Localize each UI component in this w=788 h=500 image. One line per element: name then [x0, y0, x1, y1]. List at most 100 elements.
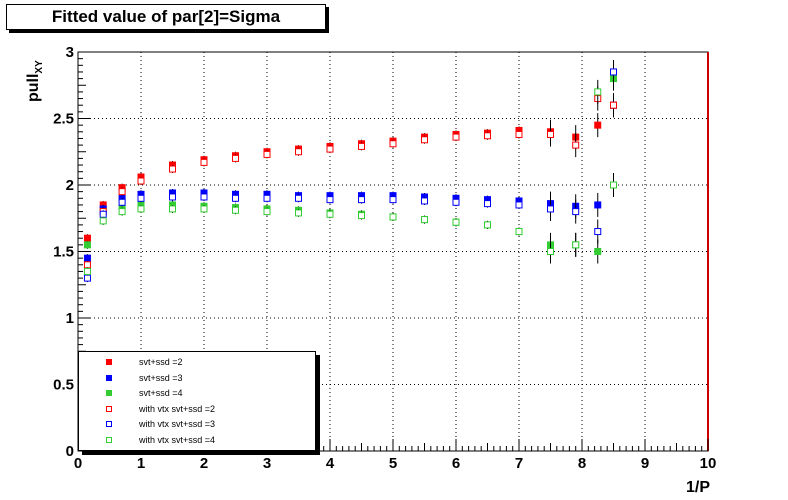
- legend-marker: [106, 359, 112, 365]
- legend-marker: [106, 390, 112, 396]
- data-point: [169, 193, 176, 201]
- legend-label: with vtx svt+ssd =2: [139, 403, 216, 414]
- y-axis-label: pullXY: [25, 60, 45, 102]
- data-point: [83, 254, 91, 262]
- data-point: [295, 209, 302, 217]
- data-point: [232, 154, 239, 162]
- data-point: [452, 133, 460, 141]
- series-4: [83, 86, 617, 269]
- data-point: [232, 194, 239, 202]
- legend: svt+ssd =2 svt+ssd =3 svt+ssd =4 with vtx s…: [78, 351, 316, 451]
- data-point: [232, 206, 239, 214]
- data-point: [389, 213, 397, 221]
- data-point: [118, 198, 126, 206]
- data-point: [515, 201, 523, 209]
- data-point: [263, 194, 271, 202]
- y-tick-label: 2: [66, 177, 74, 194]
- data-points: [83, 59, 617, 283]
- legend-label: svt+ssd =3: [139, 372, 183, 383]
- data-point: [99, 217, 107, 225]
- legend-marker: [106, 405, 112, 412]
- data-point: [295, 194, 302, 202]
- data-point: [137, 177, 145, 185]
- y-tick-label: 2.5: [53, 111, 74, 128]
- chart-title: Fitted value of par[2]=Sigma: [6, 4, 326, 30]
- data-point: [421, 136, 428, 144]
- y-tick-label: 1: [66, 310, 74, 327]
- data-point: [594, 121, 602, 129]
- data-point: [358, 142, 365, 150]
- data-point: [515, 130, 523, 138]
- data-point: [452, 198, 460, 206]
- y-axis-label-subscript: XY: [34, 60, 45, 74]
- data-point: [326, 210, 334, 218]
- x-axis-label: 1/P: [686, 479, 710, 496]
- legend-label: with vtx svt+ssd =4: [139, 434, 216, 445]
- data-point: [572, 241, 580, 249]
- data-point: [421, 197, 428, 205]
- x-tick-label: 5: [389, 455, 397, 472]
- legend-entry: with vtx svt+ssd =4: [79, 433, 315, 447]
- data-point: [358, 212, 365, 220]
- x-tick-label: 1: [137, 455, 145, 472]
- data-point: [200, 193, 208, 201]
- legend-label: with vtx svt+ssd =3: [139, 419, 216, 429]
- y-tick-label: 1.5: [53, 244, 74, 261]
- x-tick-label: 6: [452, 455, 460, 472]
- y-axis-label-main: pull: [25, 74, 42, 102]
- data-point: [295, 148, 302, 156]
- data-point: [594, 228, 602, 236]
- legend-entry: with vtx svt+ssd =2: [79, 402, 315, 416]
- x-tick-label: 10: [700, 455, 717, 472]
- x-tick-label: 2: [200, 455, 208, 472]
- data-point: [594, 201, 602, 209]
- data-point: [547, 248, 554, 255]
- data-point: [200, 158, 208, 166]
- series-6: [83, 79, 617, 276]
- data-point: [594, 88, 602, 96]
- data-point: [169, 205, 176, 213]
- data-point: [263, 150, 271, 158]
- data-point: [99, 210, 107, 218]
- data-point: [83, 234, 91, 242]
- data-point: [263, 208, 271, 216]
- data-point: [118, 208, 126, 216]
- data-point: [389, 196, 397, 204]
- data-point: [421, 216, 428, 224]
- legend-marker: [106, 436, 112, 443]
- legend-entry: svt+ssd =3: [79, 371, 315, 385]
- legend-label: svt+ssd =4: [139, 388, 183, 398]
- data-point: [484, 200, 491, 208]
- data-point: [137, 205, 145, 213]
- data-point: [83, 274, 91, 282]
- legend-marker: [106, 374, 112, 381]
- y-tick-label: 3: [66, 44, 74, 61]
- legend-entry: svt+ssd =2: [79, 355, 315, 369]
- legend-marker: [106, 421, 112, 427]
- data-point: [515, 228, 523, 236]
- legend-entry: svt+ssd =4: [79, 386, 315, 400]
- data-point: [610, 181, 617, 189]
- axes: 0 1 2 3 4 5 6 7 8 9 10 0 0.5 1 1.5 2 2.5 3: [53, 44, 716, 472]
- x-tick-label: 9: [641, 455, 649, 472]
- data-point: [547, 130, 554, 138]
- data-point: [572, 208, 580, 216]
- series-5: [83, 59, 617, 283]
- data-point: [83, 267, 91, 275]
- data-point: [137, 194, 145, 202]
- data-point: [594, 248, 602, 255]
- x-tick-label: 8: [578, 455, 586, 472]
- data-point: [484, 132, 491, 140]
- y-tick-label: 0.5: [53, 377, 74, 394]
- data-point: [452, 218, 460, 226]
- data-point: [83, 261, 91, 269]
- x-tick-label: 3: [263, 455, 271, 472]
- legend-label: svt+ssd =2: [139, 357, 183, 367]
- data-point: [83, 241, 91, 249]
- y-tick-label: 0: [66, 443, 74, 460]
- data-point: [484, 221, 491, 229]
- data-point: [358, 196, 365, 204]
- series-1: [83, 93, 617, 243]
- data-point: [200, 205, 208, 213]
